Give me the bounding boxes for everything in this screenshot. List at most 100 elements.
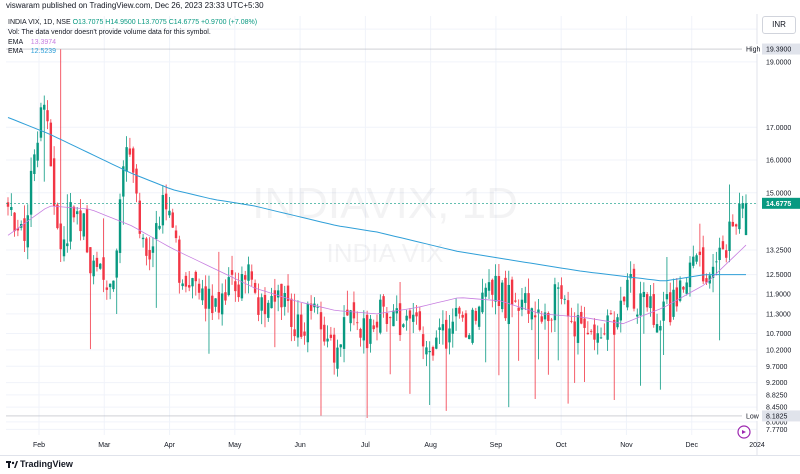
candle-body: [362, 318, 366, 341]
candle-body: [135, 168, 138, 194]
candle-body: [290, 298, 293, 327]
candle-body: [379, 299, 382, 333]
candle-body: [92, 260, 95, 277]
candle-body: [158, 225, 161, 229]
ema-1-value: 13.3974: [30, 38, 57, 46]
last-price-tag-bg: [762, 197, 800, 209]
x-tick-label: Dec: [686, 442, 699, 449]
candle-body: [280, 283, 283, 308]
candle-body: [191, 278, 194, 287]
candle-body: [514, 300, 517, 302]
candle-body: [283, 292, 286, 307]
candle-body: [244, 275, 247, 280]
candle-body: [448, 328, 451, 343]
candle-body: [122, 166, 125, 197]
candle-body: [56, 204, 59, 229]
time-axis[interactable]: Feb Mar Apr May Jun Jul Aug Sep Oct Nov Dec 2024: [33, 442, 765, 449]
replay-icon[interactable]: [737, 425, 751, 439]
candle-body: [49, 122, 53, 167]
candle-body: [543, 312, 547, 320]
candle-body: [398, 303, 402, 336]
candle-body: [13, 212, 16, 232]
candle-body: [204, 286, 207, 309]
candle-body: [412, 314, 415, 322]
candle-body: [477, 306, 481, 327]
tradingview-logo-icon[interactable]: [6, 460, 18, 470]
candle-body: [425, 347, 428, 355]
candle-body: [734, 224, 738, 227]
published-text: viswaram published on TradingView.com, D…: [6, 1, 264, 10]
candle-body: [402, 324, 405, 327]
candle-body: [62, 239, 66, 257]
candle-body: [731, 221, 735, 227]
candle-body: [593, 324, 596, 340]
candlestick-series: [6, 49, 748, 418]
candle-body: [471, 309, 474, 343]
candle-body: [685, 282, 688, 294]
candle-body: [665, 294, 669, 300]
y-tick-label: 15.0000: [766, 190, 791, 197]
candle-body: [293, 329, 296, 337]
candle-body: [250, 271, 254, 280]
candle-body: [678, 280, 682, 301]
legend-symbol[interactable]: INDIA VIX, 1D, NSE: [8, 19, 71, 26]
candle-body: [128, 148, 132, 155]
candle-body: [125, 147, 128, 172]
price-axis[interactable]: 20.000019.000017.000016.000015.000013.25…: [756, 0, 791, 455]
candle-body: [507, 284, 510, 325]
tradingview-brand[interactable]: TradingView: [20, 459, 73, 469]
candle-body: [161, 195, 165, 226]
candle-body: [181, 283, 184, 287]
candle-body: [662, 301, 665, 321]
y-tick-label: 11.3000: [766, 311, 791, 318]
x-tick-label: Oct: [556, 442, 567, 449]
candle-body: [669, 292, 672, 323]
legend-ema-2[interactable]: EMA 12.5239: [8, 47, 257, 57]
candle-body: [39, 107, 43, 138]
candle-body: [692, 256, 695, 266]
candle-body: [194, 271, 197, 282]
candle-body: [705, 278, 708, 283]
candle-body: [43, 104, 46, 110]
candle-body: [438, 327, 441, 330]
candle-body: [85, 208, 89, 253]
y-tick-label: 17.0000: [766, 125, 791, 132]
candle-body: [738, 203, 741, 230]
candle-body: [234, 281, 237, 292]
candle-body: [260, 297, 263, 311]
y-tick-label: 10.7000: [766, 331, 791, 338]
candle-body: [487, 282, 491, 291]
candle-body: [550, 319, 553, 321]
ema-2-value: 12.5239: [30, 48, 57, 56]
candle-body: [408, 310, 412, 319]
candle-body: [174, 230, 178, 239]
candle-body: [494, 275, 497, 302]
candle-body: [336, 347, 339, 369]
candle-body: [115, 250, 118, 278]
candle-body: [339, 344, 342, 348]
candle-body: [659, 326, 662, 331]
candle-body: [66, 243, 69, 247]
candle-body: [118, 199, 122, 253]
legend-ema-1[interactable]: EMA 13.3974: [8, 38, 257, 48]
candle-body: [95, 257, 99, 267]
chart-legend: INDIA VIX, 1D, NSE O13.7075 H14.9500 L13…: [8, 18, 257, 57]
candle-body: [112, 280, 115, 290]
candle-body: [566, 300, 570, 317]
currency-button[interactable]: INR: [762, 16, 796, 34]
candle-body: [26, 215, 29, 248]
candle-body: [451, 321, 454, 334]
candle-body: [464, 313, 468, 338]
candle-body: [715, 261, 718, 263]
candle-body: [247, 264, 250, 281]
candle-body: [217, 292, 221, 313]
ema-long-line: [7, 117, 746, 282]
candle-body: [155, 223, 158, 240]
price-tags: High 19.3900 Low 8.1825 14.6775: [742, 43, 800, 422]
y-tick-label: 8.0000: [766, 419, 788, 426]
candle-body: [59, 223, 62, 250]
candle-body: [744, 203, 748, 236]
candle-body: [741, 203, 744, 209]
candle-body: [698, 251, 702, 255]
